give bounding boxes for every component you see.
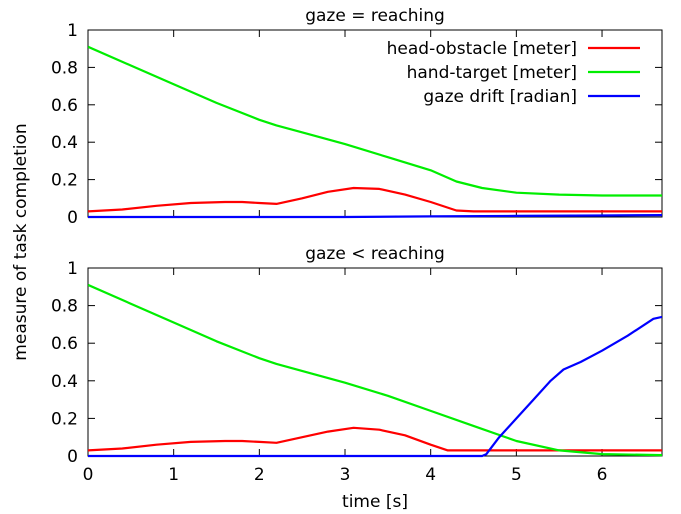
x-axis-label: time [s] [342,492,408,512]
x-tick-label: 1 [168,465,179,485]
series-group [88,45,662,219]
series-line-gaze [88,214,662,219]
y-tick-label: 0 [67,208,78,228]
y-axis-label: measure of task completion [11,123,31,360]
y-tick-label: 0.4 [51,372,78,392]
panel-title: gaze < reaching [305,244,445,264]
y-tick-label: 0.4 [51,133,78,153]
x-tick-label: 3 [340,465,351,485]
series-line-hand-target [88,283,662,457]
panel-1: gaze = reaching 0 0.2 0.4 0.6 0.8 1 head-obstac… [51,6,663,228]
series-line-gaze [88,315,662,458]
y-tick-label: 1 [67,259,78,279]
legend-label: hand-target [meter] [407,63,577,83]
x-tick-label: 2 [254,465,265,485]
plot-frame [87,267,663,457]
y-tick-label: 0.6 [51,334,78,354]
series-line-hand-target [88,45,662,197]
x-tick-label: 5 [511,465,522,485]
series-group [88,283,662,458]
x-tick-label: 4 [425,465,436,485]
y-tick-label: 1 [67,21,78,41]
x-tick-label: 6 [597,465,608,485]
panel-2: gaze < reaching 0 0.2 0.4 0.6 0.8 1 0 1 2 3 4 5 6 [51,244,663,485]
series-line-head-obstacle [88,186,662,213]
y-tick-label: 0 [67,447,78,467]
y-tick-label: 0.8 [51,297,78,317]
legend-label: head-obstacle [meter] [387,39,577,59]
y-tick-label: 0.6 [51,96,78,116]
legend-label: gaze drift [radian] [423,87,577,107]
legend: head-obstacle [meter] hand-target [meter]… [387,39,640,107]
y-tick-label: 0.8 [51,58,78,78]
x-tick-label: 0 [83,465,94,485]
y-tick-label: 0.2 [51,171,78,191]
y-tick-label: 0.2 [51,409,78,429]
panel-title: gaze = reaching [305,6,445,26]
series-line-head-obstacle [88,426,662,452]
